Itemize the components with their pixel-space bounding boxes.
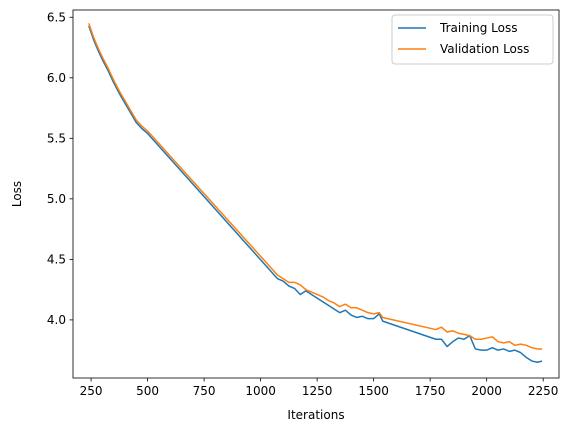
legend: Training Loss Validation Loss <box>391 14 554 65</box>
y-tick-label: 5.0 <box>47 192 66 206</box>
plot-frame <box>72 9 560 379</box>
x-tick-label: 2000 <box>471 384 502 398</box>
x-axis-label: Iterations <box>287 408 344 422</box>
x-tick-label: 1000 <box>245 384 276 398</box>
legend-label-training-loss: Training Loss <box>439 21 517 35</box>
y-tick-label: 4.5 <box>47 252 66 266</box>
y-tick-label: 5.5 <box>47 131 66 145</box>
x-tick-label: 750 <box>193 384 216 398</box>
y-tick-label: 6.0 <box>47 71 66 85</box>
x-tick-label: 1500 <box>358 384 389 398</box>
validation-loss-line <box>88 23 543 350</box>
x-tick-label: 1250 <box>302 384 333 398</box>
x-tick-label: 1750 <box>415 384 446 398</box>
x-tick-label: 500 <box>136 384 159 398</box>
series-layer <box>88 23 543 364</box>
x-tick-label: 2250 <box>528 384 559 398</box>
legend-label-validation-loss: Validation Loss <box>440 42 529 56</box>
y-tick-label: 4.0 <box>47 313 66 327</box>
y-axis-ticks: 4.0 4.5 5.0 5.5 6.0 6.5 <box>47 10 73 327</box>
training-loss-line <box>88 25 543 364</box>
x-tick-label: 250 <box>80 384 103 398</box>
y-axis-label: Loss <box>10 181 24 207</box>
legend-box <box>391 14 554 65</box>
x-axis-ticks: 250 500 750 1000 1250 1500 1750 2000 2250 <box>80 378 559 398</box>
y-tick-label: 6.5 <box>47 10 66 24</box>
